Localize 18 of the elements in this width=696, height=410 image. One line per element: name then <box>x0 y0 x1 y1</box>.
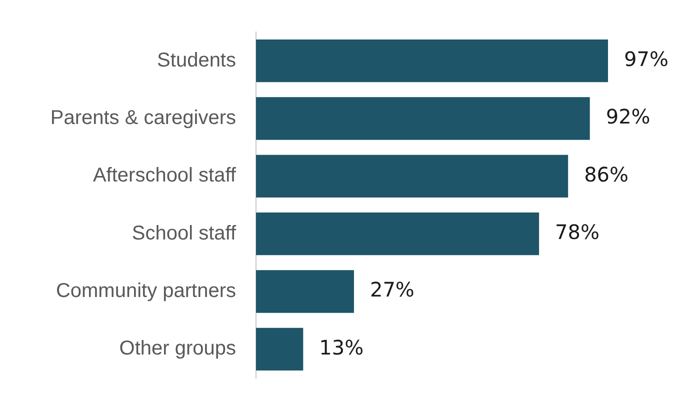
data-label: 97% <box>624 47 668 72</box>
y-tick-label: School staff <box>132 222 236 244</box>
bar <box>256 212 540 256</box>
y-tick-label: Students <box>157 49 236 72</box>
y-tick-label: Afterschool staff <box>92 164 236 187</box>
bar <box>256 270 354 313</box>
data-label: 86% <box>584 162 629 186</box>
bar <box>256 97 590 140</box>
y-tick-label: Other groups <box>119 338 236 360</box>
data-label: 27% <box>370 278 414 302</box>
data-label: 92% <box>606 104 650 129</box>
data-label: 78% <box>555 220 600 244</box>
y-tick-label: Community partners <box>56 280 236 302</box>
bar <box>256 328 304 371</box>
data-label: 13% <box>319 335 364 360</box>
bar <box>256 39 608 82</box>
bar <box>256 154 568 198</box>
y-tick-label: Parents & caregivers <box>50 107 236 130</box>
